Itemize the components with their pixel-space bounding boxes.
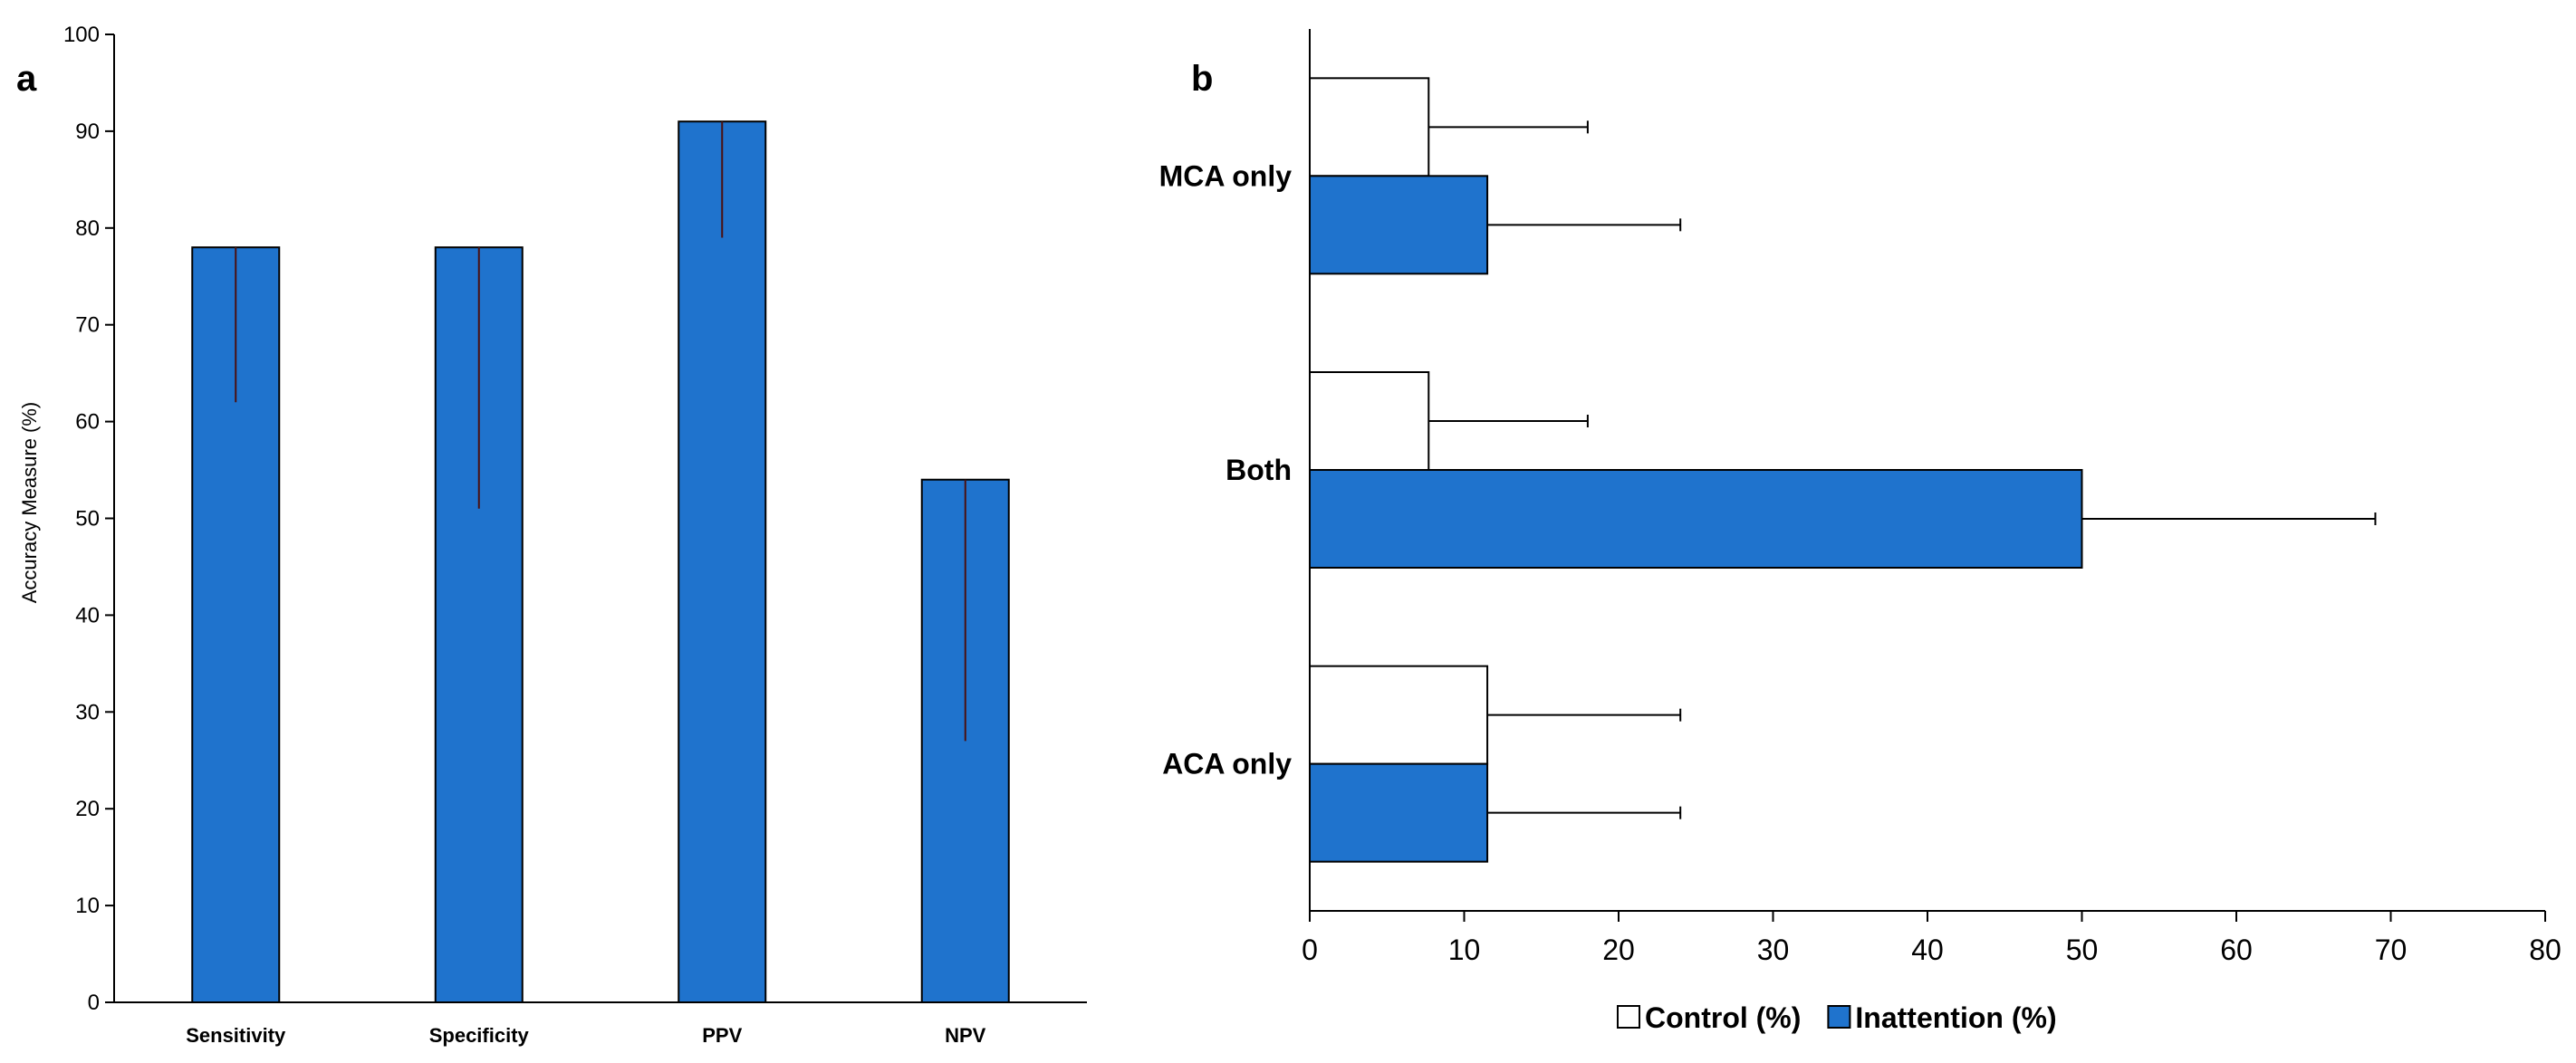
panel-b-category-labels: MCA only Both ACA only bbox=[1159, 159, 1293, 780]
panel-b-x-tick-label: 0 bbox=[1302, 934, 1318, 966]
legend-swatch bbox=[1617, 1005, 1640, 1029]
panel-b-x-tick-label: 10 bbox=[1448, 934, 1481, 966]
panel-b-category-label: Both bbox=[1226, 454, 1292, 486]
panel-a-y-tick-label: 40 bbox=[75, 603, 100, 627]
panel-b-bar bbox=[1309, 469, 2083, 569]
panel-a-y-tick-label: 100 bbox=[63, 23, 100, 47]
panel-a-y-tick-label: 90 bbox=[75, 120, 100, 144]
panel-a-y-ticks: 0 10 20 30 40 50 60 70 80 90 100 bbox=[63, 23, 114, 1015]
panel-a-y-tick-label: 50 bbox=[75, 507, 100, 532]
panel-b-bar bbox=[1309, 175, 1489, 275]
panel-b-x-tick-label: 40 bbox=[1911, 934, 1944, 966]
panel-b-x-tick-label: 50 bbox=[2066, 934, 2099, 966]
panel-a-y-tick-label: 70 bbox=[75, 313, 100, 338]
panel-a-y-tick-label: 10 bbox=[75, 894, 100, 918]
panel-b-x-tick-label: 20 bbox=[1602, 934, 1635, 966]
panel-b-x-ticks: 0 10 20 30 40 50 60 70 80 bbox=[1302, 911, 2562, 966]
panel-a-y-tick-label: 80 bbox=[75, 216, 100, 241]
panel-a-category-label: NPV bbox=[945, 1024, 986, 1047]
panel-b-legend: Control (%) Inattention (%) bbox=[1617, 1001, 2057, 1034]
panel-a-category-label: Specificity bbox=[429, 1024, 530, 1047]
panel-b-x-tick-label: 60 bbox=[2220, 934, 2253, 966]
panel-b-label: b bbox=[1191, 59, 1213, 99]
legend-label: Inattention (%) bbox=[1855, 1001, 2056, 1034]
panel-a-category-label: PPV bbox=[702, 1024, 742, 1047]
panel-b-bar bbox=[1309, 77, 1430, 177]
panel-b-bar bbox=[1309, 371, 1430, 471]
legend-swatch bbox=[1827, 1005, 1851, 1029]
panel-a-y-axis-label: Accuracy Measure (%) bbox=[18, 402, 41, 604]
panel-b-x-tick-label: 80 bbox=[2529, 934, 2562, 966]
panel-b-bars bbox=[1309, 77, 2083, 863]
panel-a-bar bbox=[678, 120, 767, 1003]
panel-b-category-label: ACA only bbox=[1162, 748, 1292, 780]
panel-b-category-label: MCA only bbox=[1159, 159, 1293, 192]
panel-a-error-bars bbox=[235, 121, 966, 742]
panel-a-label: a bbox=[16, 59, 37, 99]
panel-a-y-tick-label: 20 bbox=[75, 797, 100, 821]
panel-b-x-tick-label: 70 bbox=[2375, 934, 2408, 966]
panel-b-bar bbox=[1309, 665, 1489, 765]
panel-a-category-label: Sensitivity bbox=[186, 1024, 286, 1047]
panel-b-error-bars bbox=[1428, 120, 2377, 819]
panel-b-bar-chart: b 0 10 20 30 40 50 60 70 80 MCA only Both ACA only… bbox=[1159, 29, 2562, 1034]
panel-a-bar-chart: a Accuracy Measure (%) 0 10 20 30 40 50 60 70 80… bbox=[16, 23, 1087, 1047]
panel-a-y-tick-label: 0 bbox=[88, 991, 100, 1015]
panel-a-bars bbox=[191, 120, 1010, 1003]
panel-a-y-tick-label: 30 bbox=[75, 700, 100, 724]
panel-b-x-tick-label: 30 bbox=[1757, 934, 1790, 966]
legend-label: Control (%) bbox=[1645, 1001, 1801, 1034]
panel-a-y-tick-label: 60 bbox=[75, 410, 100, 435]
panel-b-bar bbox=[1309, 762, 1489, 863]
panel-a-category-labels: Sensitivity Specificity PPV NPV bbox=[186, 1024, 985, 1047]
